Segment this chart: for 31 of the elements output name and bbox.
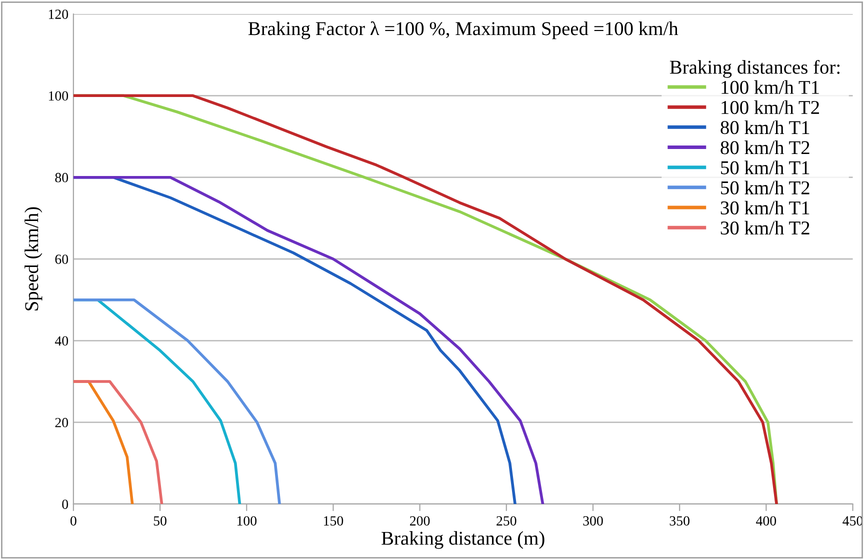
x-tick-label: 400 bbox=[756, 516, 776, 526]
x-tick-label: 100 bbox=[237, 516, 257, 526]
x-tick-label: 250 bbox=[496, 516, 516, 526]
x-tick-label: 50 bbox=[154, 516, 166, 526]
x-tick-label: 350 bbox=[670, 516, 690, 526]
legend-label: 50 km/h T2 bbox=[721, 180, 810, 194]
chart-title: Braking Factor λ =100 %, Maximum Speed =100 km/h bbox=[248, 21, 678, 40]
legend-label: 30 km/h T1 bbox=[720, 200, 810, 214]
legend-label: 80 km/h T1 bbox=[720, 120, 810, 134]
x-tick-label: 450 bbox=[842, 516, 863, 526]
x-tick-label: 0 bbox=[70, 516, 76, 526]
y-tick-label: 40 bbox=[54, 336, 68, 346]
legend-title: Braking distances for: bbox=[670, 60, 840, 78]
legend-label: 80 km/h T2 bbox=[720, 140, 810, 154]
y-tick-label: 20 bbox=[55, 418, 68, 428]
x-tick-label: 300 bbox=[583, 516, 603, 526]
x-tick-label: 200 bbox=[410, 516, 430, 526]
line-series bbox=[73, 380, 164, 504]
y-tick-label: 120 bbox=[48, 10, 68, 19]
legend-label: 50 km/h T1 bbox=[721, 160, 810, 174]
y-tick-label: 0 bbox=[62, 500, 68, 509]
legend-label: 100 km/h T1 bbox=[722, 80, 819, 94]
y-tick-label: 80 bbox=[55, 172, 68, 182]
y-tick-label: 60 bbox=[55, 254, 68, 264]
y-axis-title: Speed (km/h) bbox=[24, 207, 42, 310]
legend-label: 30 km/h T2 bbox=[720, 220, 810, 235]
x-tick-label: 150 bbox=[324, 516, 344, 526]
y-tick-label: 100 bbox=[48, 91, 68, 101]
legend-label: 100 km/h T2 bbox=[722, 100, 819, 114]
x-axis-title: Braking distance (m) bbox=[382, 531, 544, 549]
line-series bbox=[73, 298, 281, 504]
